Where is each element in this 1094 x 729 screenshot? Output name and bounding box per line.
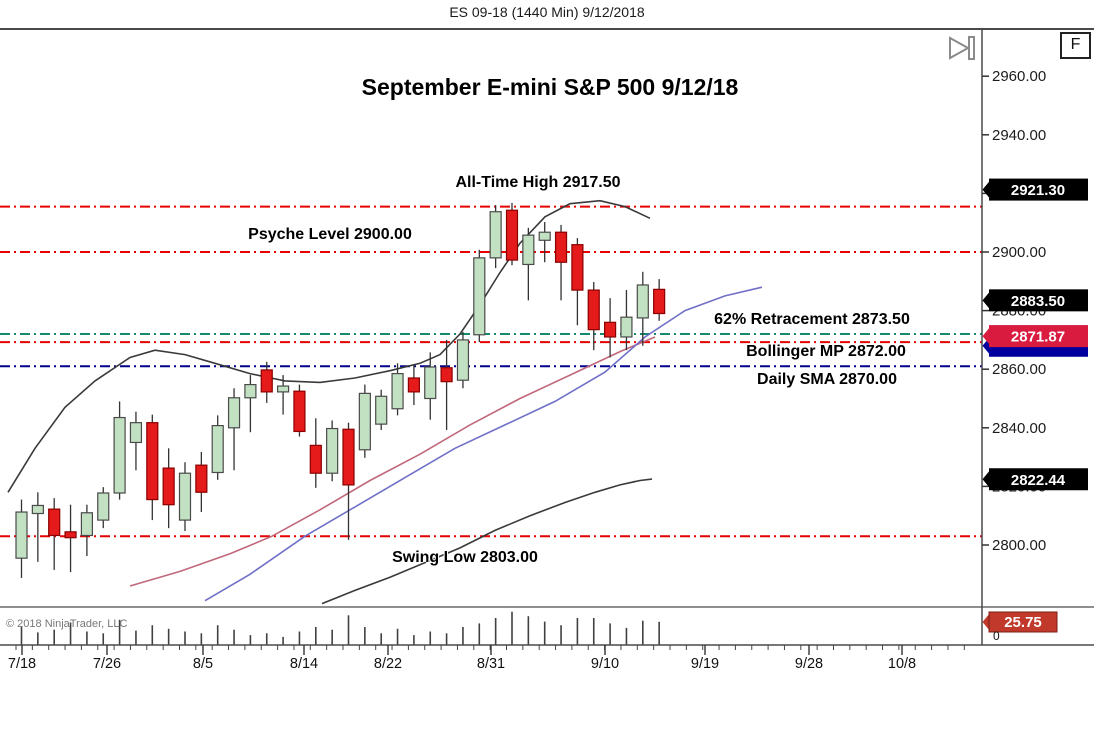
candle-up [31, 504, 44, 515]
annotation-label: Daily SMA 2870.00 [757, 371, 897, 388]
price-badge [989, 468, 1088, 491]
overlay-upper-band-dark [7, 199, 651, 493]
price-badge-label: 2822.44 [1011, 472, 1066, 489]
volume-badge-arrow [982, 613, 990, 631]
candle-down [571, 244, 584, 291]
overlay-lower-band-dark [321, 478, 653, 605]
window-title: ES 09-18 (1440 Min) 9/12/2018 [449, 4, 645, 20]
candle-up [80, 512, 94, 537]
date-tick-label: 10/8 [888, 656, 916, 672]
date-tick-label: 7/18 [8, 656, 36, 672]
candle-up [129, 422, 143, 444]
date-tick-label: 8/22 [374, 656, 402, 672]
date-tick-label: 9/28 [795, 656, 823, 672]
chart-title: September E-mini S&P 500 9/12/18 [361, 74, 739, 100]
candle-down [505, 209, 519, 261]
candle-up [522, 234, 535, 266]
skip-to-end-button[interactable] [947, 35, 979, 61]
price-tick-label: 2960.00 [992, 68, 1046, 85]
price-badge-arrow [982, 327, 990, 346]
annotation-label: All-Time High 2917.50 [455, 174, 621, 191]
candle-down [48, 508, 61, 537]
price-tick-label: 2860.00 [992, 361, 1046, 378]
candle-up [489, 211, 502, 259]
annotation-label: Swing Low 2803.00 [392, 549, 538, 566]
price-badge-arrow [982, 291, 990, 310]
volume-badge-label: 25.75 [1004, 614, 1042, 631]
candle-up [358, 392, 371, 451]
price-badge-arrow [982, 470, 990, 489]
candle-up [620, 316, 633, 338]
volume-badge [988, 611, 1058, 633]
candle-up [456, 339, 470, 381]
candle-down [64, 531, 77, 539]
candle-down [603, 321, 617, 338]
candle-down [260, 369, 273, 393]
candle-up [277, 385, 290, 393]
volume-zero-label: 0 [993, 629, 1000, 643]
price-tick-label: 2840.00 [992, 420, 1046, 437]
price-badge-label: 2883.50 [1011, 293, 1065, 310]
candle-up [211, 425, 224, 474]
candle-up [178, 472, 192, 521]
price-tick-label: 2900.00 [992, 244, 1046, 261]
annotation-label: Psyche Level 2900.00 [248, 226, 412, 243]
price-badge [989, 178, 1088, 201]
date-tick-label: 9/10 [591, 656, 619, 672]
candle-down [440, 367, 453, 383]
candle-up [424, 366, 437, 400]
date-tick-label: 8/31 [477, 656, 505, 672]
price-tick-label: 2940.00 [992, 127, 1046, 144]
candle-up [113, 416, 126, 494]
price-tick-label: 2800.00 [992, 537, 1046, 554]
candle-down [407, 377, 420, 393]
candle-up [391, 372, 404, 410]
candle-up [97, 492, 110, 521]
candle-up [538, 231, 551, 241]
date-tick-label: 9/19 [691, 656, 719, 672]
overlay-sma-blue [204, 286, 763, 602]
price-badge-arrow [982, 180, 990, 199]
price-badge [989, 325, 1088, 348]
candle-up [375, 395, 388, 425]
candle-down [587, 289, 600, 331]
fixed-scale-button[interactable]: F [1060, 32, 1091, 59]
copyright-label: © 2018 NinjaTrader, LLC [6, 618, 128, 630]
skip-to-end-icon [949, 36, 975, 60]
candle-down [342, 428, 355, 486]
candle-up [326, 427, 339, 474]
candle-down [146, 422, 159, 501]
overlay-sma-pink [129, 336, 656, 587]
candle-up [227, 397, 241, 429]
candle-down [554, 231, 568, 263]
date-tick-label: 7/26 [93, 656, 121, 672]
candle-down [309, 444, 322, 474]
price-badge-label: 2871.87 [1011, 329, 1065, 346]
candle-up [636, 284, 649, 319]
price-badge [989, 289, 1088, 312]
date-tick-label: 8/5 [193, 656, 213, 672]
candle-up [473, 257, 486, 336]
candle-up [244, 383, 257, 399]
candle-down [195, 464, 208, 493]
candle-down [162, 467, 175, 506]
date-tick-label: 8/14 [290, 656, 318, 672]
annotation-label: Bollinger MP 2872.00 [746, 343, 906, 360]
candle-down [293, 390, 306, 433]
candle-down [653, 288, 666, 315]
annotation-label: 62% Retracement 2873.50 [714, 311, 910, 328]
candle-up [15, 511, 28, 559]
price-badge-label: 2921.30 [1011, 182, 1065, 199]
